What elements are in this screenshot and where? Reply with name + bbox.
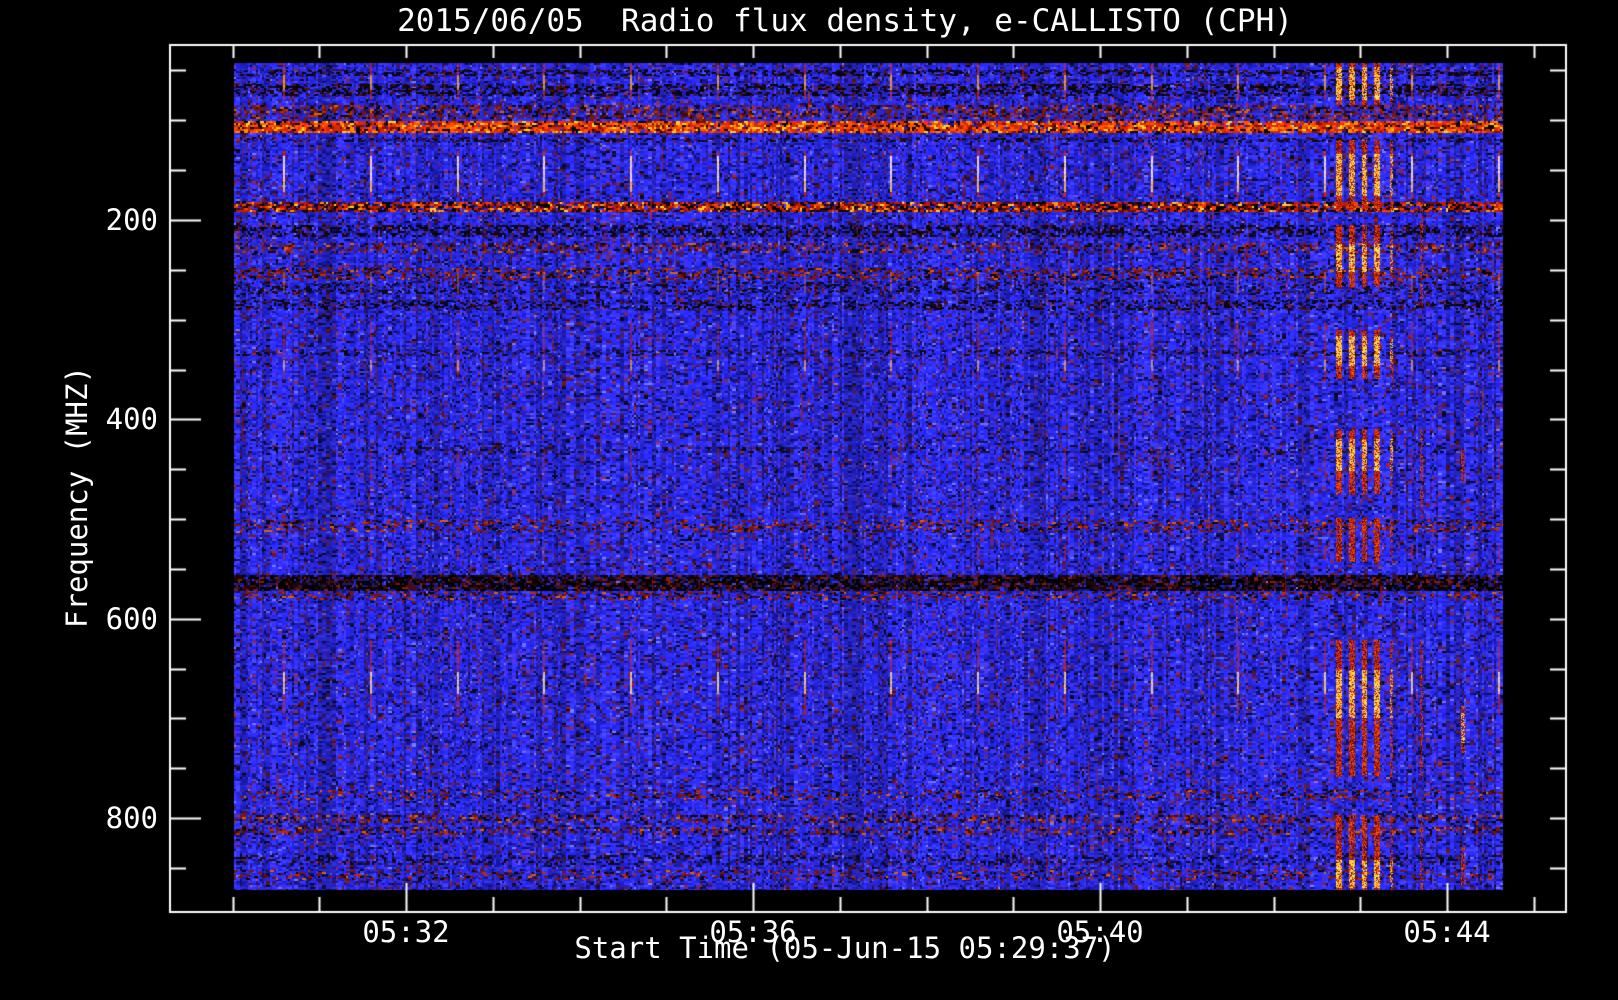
x-tick-label: 05:32	[362, 915, 450, 949]
x-tick-label: 05:44	[1403, 915, 1491, 949]
x-tick-label: 05:36	[709, 915, 797, 949]
x-tick-label: 05:40	[1056, 915, 1144, 949]
y-tick-label: 200	[105, 203, 158, 237]
chart-title: 2015/06/05 Radio flux density, e-CALLIST…	[397, 3, 1293, 39]
y-axis-tick-labels: 200 400 600 800	[0, 0, 170, 1000]
y-tick-label: 600	[105, 602, 158, 636]
y-tick-label: 800	[105, 801, 158, 835]
y-tick-label: 400	[105, 402, 158, 436]
x-axis-label: Start Time (05-Jun-15 05:29:37)	[574, 931, 1116, 965]
x-axis-tick-labels: 05:32 05:36 05:40 05:44	[0, 916, 1618, 950]
